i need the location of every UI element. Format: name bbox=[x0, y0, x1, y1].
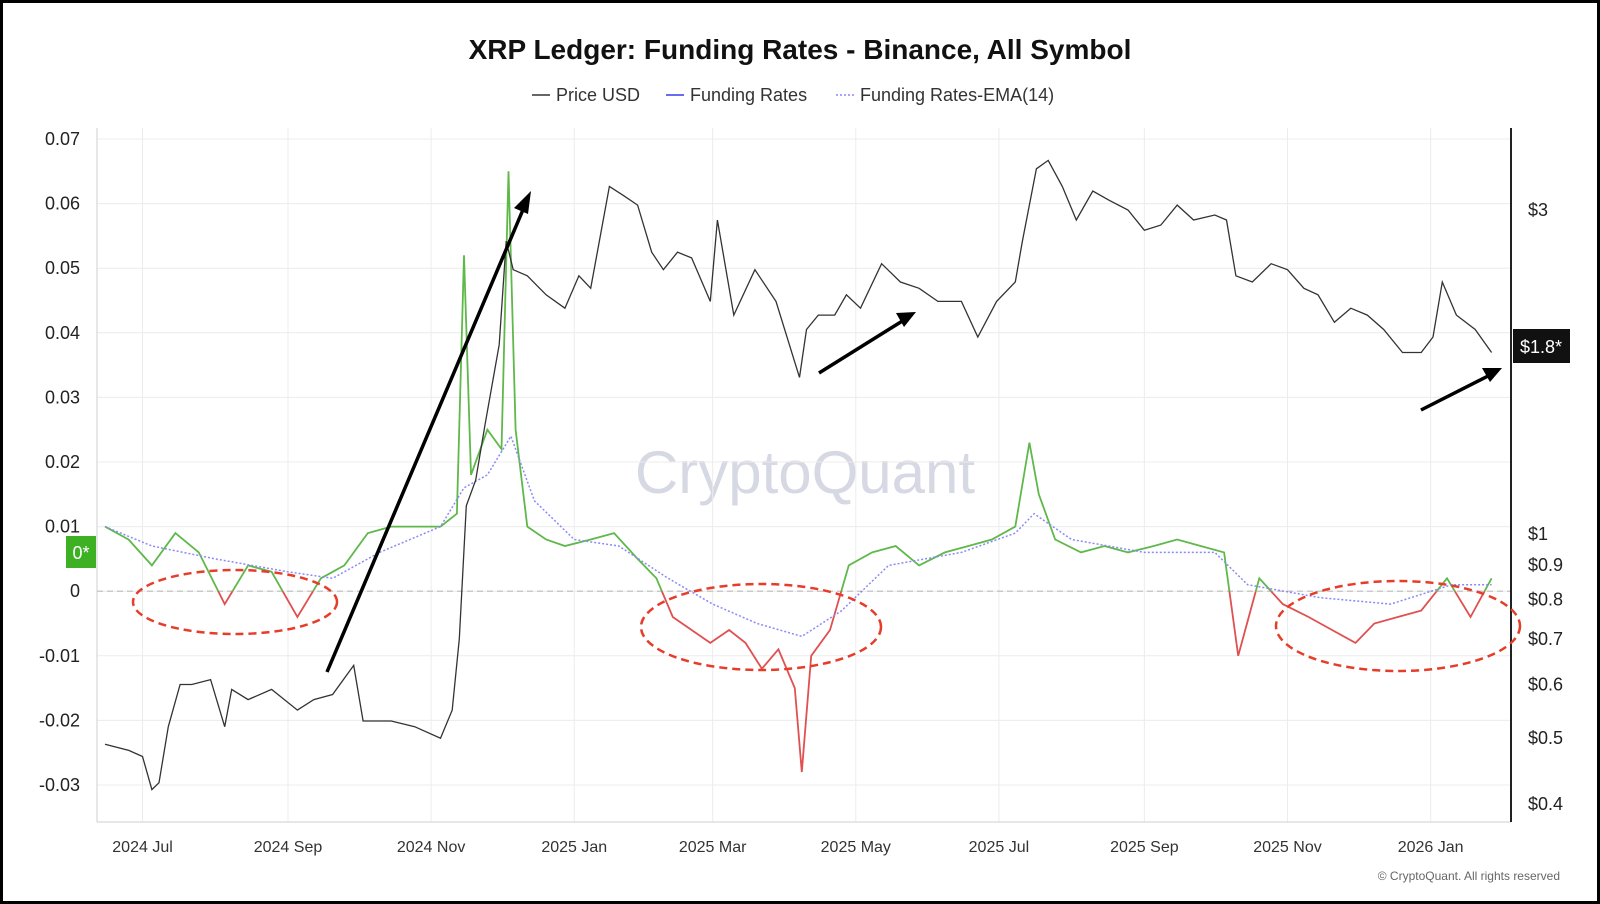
legend-label-ema: Funding Rates-EMA(14) bbox=[860, 85, 1054, 105]
copyright: © CryptoQuant. All rights reserved bbox=[1378, 869, 1560, 883]
right-tick-label: $1 bbox=[1528, 524, 1548, 544]
left-tick-label: 0.06 bbox=[45, 194, 80, 214]
right-tick-label: $0.9 bbox=[1528, 555, 1563, 575]
x-tick-label: 2024 Nov bbox=[397, 839, 466, 856]
right-axis-ticks: $3 $1 $0.9 $0.8 $0.7 $0.6 $0.5 $0.4 bbox=[1528, 200, 1563, 814]
price-line bbox=[104, 159, 1493, 791]
left-tick-label: 0.01 bbox=[45, 517, 80, 537]
dashed-ellipse-1 bbox=[131, 568, 339, 636]
funding-rate-line-positive bbox=[104, 171, 1493, 592]
left-current-badge: 0* bbox=[66, 536, 96, 568]
chart-title: XRP Ledger: Funding Rates - Binance, All… bbox=[469, 34, 1132, 65]
left-tick-label: -0.02 bbox=[39, 710, 80, 730]
arrow-2-shaft bbox=[818, 318, 905, 375]
x-axis-ticks: 2024 Jul 2024 Sep 2024 Nov 2025 Jan 2025 Mar… bbox=[112, 839, 1463, 856]
arrow-1-head bbox=[514, 191, 531, 214]
right-tick-label: $0.6 bbox=[1528, 674, 1563, 694]
right-current-badge: $1.8* bbox=[1513, 329, 1570, 363]
dashed-ellipse-3 bbox=[1274, 579, 1522, 673]
left-tick-label: 0 bbox=[70, 581, 80, 601]
x-tick-label: 2024 Sep bbox=[254, 839, 323, 856]
dashed-ellipse-2 bbox=[639, 582, 883, 672]
annotation-layer bbox=[131, 191, 1522, 673]
x-tick-label: 2025 Nov bbox=[1253, 839, 1322, 856]
arrow-2-head bbox=[896, 312, 916, 327]
left-tick-label: 0.02 bbox=[45, 452, 80, 472]
left-badge-bg bbox=[66, 536, 96, 568]
legend: Price USD Funding Rates Funding Rates-EM… bbox=[532, 85, 1054, 105]
arrow-3-shaft bbox=[1420, 373, 1491, 412]
x-tick-label: 2025 Mar bbox=[679, 839, 747, 856]
x-tick-label: 2026 Jan bbox=[1398, 839, 1464, 856]
right-tick-label: $0.4 bbox=[1528, 794, 1563, 814]
arrow-3-head bbox=[1482, 368, 1502, 382]
left-tick-label: -0.03 bbox=[39, 775, 80, 795]
right-badge-bg bbox=[1513, 329, 1570, 363]
x-tick-label: 2025 Sep bbox=[1110, 839, 1179, 856]
x-tick-label: 2025 May bbox=[821, 839, 891, 856]
left-tick-label: 0.05 bbox=[45, 258, 80, 278]
right-badge-text: $1.8* bbox=[1520, 337, 1562, 357]
legend-label-funding: Funding Rates bbox=[690, 85, 807, 105]
legend-label-price: Price USD bbox=[556, 85, 640, 105]
right-tick-label: $3 bbox=[1528, 200, 1548, 220]
x-tick-label: 2024 Jul bbox=[112, 839, 173, 856]
left-tick-label: 0.03 bbox=[45, 387, 80, 407]
right-tick-label: $0.8 bbox=[1528, 590, 1563, 610]
x-tick-label: 2025 Jul bbox=[969, 839, 1030, 856]
left-badge-text: 0* bbox=[72, 543, 89, 563]
watermark: CryptoQuant bbox=[635, 439, 975, 506]
series-layer bbox=[104, 159, 1493, 791]
right-tick-label: $0.7 bbox=[1528, 629, 1563, 649]
arrow-1-shaft bbox=[325, 204, 527, 673]
right-tick-label: $0.5 bbox=[1528, 728, 1563, 748]
left-tick-label: 0.07 bbox=[45, 129, 80, 149]
left-tick-label: -0.01 bbox=[39, 646, 80, 666]
x-tick-label: 2025 Jan bbox=[541, 839, 607, 856]
funding-rate-line-negative bbox=[217, 591, 1486, 773]
left-axis-ticks: 0.07 0.06 0.05 0.04 0.03 0.02 0.01 0 -0.01 -0.02 -… bbox=[39, 129, 80, 795]
left-tick-label: 0.04 bbox=[45, 323, 80, 343]
